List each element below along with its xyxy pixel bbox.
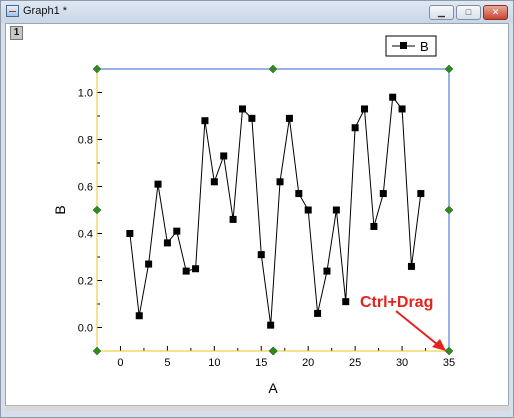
minimize-button[interactable]: ▁ (429, 5, 454, 20)
data-point[interactable] (267, 321, 275, 329)
resize-handle-top[interactable] (268, 64, 278, 74)
annotation-text: Ctrl+Drag (360, 294, 433, 311)
x-tick-label: 5 (164, 357, 170, 369)
data-point[interactable] (145, 260, 153, 268)
x-tick-label: 25 (349, 357, 361, 369)
data-point[interactable] (135, 312, 143, 320)
data-point[interactable] (370, 222, 378, 230)
data-point[interactable] (154, 180, 162, 188)
y-tick-label: 0.8 (78, 135, 93, 147)
x-ticks: 0 5 10 15 20 25 30 35 (117, 346, 455, 369)
data-point[interactable] (398, 105, 406, 113)
data-point[interactable] (295, 190, 303, 198)
data-point[interactable] (417, 190, 425, 198)
data-point[interactable] (342, 298, 350, 306)
data-point[interactable] (361, 105, 369, 113)
x-tick-label: 0 (117, 357, 123, 369)
maximize-button[interactable]: □ (456, 5, 481, 20)
y-tick-label: 0.2 (78, 276, 93, 288)
data-point[interactable] (173, 227, 181, 235)
data-point[interactable] (351, 124, 359, 132)
series-line-B[interactable] (129, 95, 422, 326)
resize-handle-bottom-right[interactable] (444, 346, 454, 356)
y-tick-label: 1.0 (78, 88, 93, 100)
series-markers-B[interactable] (126, 93, 425, 329)
graph-page[interactable]: 1 (5, 23, 509, 411)
annotation-arrow-head-icon (432, 339, 446, 351)
y-ticks: 0.0 0.2 0.4 0.6 0.8 1.0 (78, 68, 102, 335)
x-axis-title[interactable]: A (268, 380, 278, 396)
data-point[interactable] (323, 267, 331, 275)
graph-window-icon[interactable] (6, 5, 19, 17)
window-title: Graph1 * (23, 5, 68, 17)
ctrl-drag-annotation: Ctrl+Drag (360, 294, 446, 351)
data-point[interactable] (379, 190, 387, 198)
data-point[interactable] (407, 262, 415, 270)
data-point[interactable] (126, 230, 134, 237)
data-point[interactable] (257, 251, 265, 259)
data-point[interactable] (210, 178, 218, 186)
resize-handle-right[interactable] (444, 205, 454, 215)
data-point[interactable] (248, 114, 256, 122)
data-point[interactable] (238, 105, 246, 113)
title-bar[interactable]: Graph1 * ▁ □ ✕ (1, 1, 513, 23)
data-point[interactable] (314, 309, 322, 317)
data-point[interactable] (220, 152, 228, 160)
x-tick-label: 15 (255, 357, 267, 369)
data-point[interactable] (285, 114, 293, 122)
y-axis-title[interactable]: B (52, 205, 68, 214)
data-point[interactable] (192, 265, 200, 273)
horizontal-scrollbar[interactable] (5, 405, 509, 411)
x-tick-label: 10 (208, 357, 220, 369)
legend-entry-B: B (420, 39, 429, 54)
y-tick-label: 0.4 (78, 229, 93, 241)
y-tick-label: 0.0 (78, 323, 93, 335)
data-point[interactable] (229, 215, 237, 223)
close-icon: ✕ (491, 7, 500, 17)
selection-handles[interactable] (92, 64, 454, 356)
data-point[interactable] (276, 178, 284, 186)
data-point[interactable] (182, 267, 190, 275)
y-tick-label: 0.6 (78, 182, 93, 194)
x-tick-label: 30 (396, 357, 408, 369)
x-tick-label: 35 (443, 357, 455, 369)
resize-handle-top-left[interactable] (92, 64, 102, 74)
resize-handle-top-right[interactable] (444, 64, 454, 74)
data-point[interactable] (163, 239, 171, 247)
data-point[interactable] (332, 206, 340, 214)
x-tick-label: 20 (302, 357, 314, 369)
data-point[interactable] (389, 93, 397, 101)
maximize-icon: □ (465, 7, 472, 17)
legend[interactable]: B (385, 35, 437, 57)
data-point[interactable] (201, 117, 209, 125)
resize-handle-bottom-left[interactable] (92, 346, 102, 356)
data-point[interactable] (304, 206, 312, 214)
close-button[interactable]: ✕ (483, 5, 508, 20)
resize-handle-left[interactable] (92, 205, 102, 215)
minimize-icon: ▁ (438, 7, 445, 17)
layer-tab[interactable]: 1 (10, 26, 23, 40)
annotation-arrow-line (395, 310, 439, 346)
legend-marker-icon (400, 42, 407, 49)
resize-handle-bottom-mid[interactable] (269, 346, 278, 356)
